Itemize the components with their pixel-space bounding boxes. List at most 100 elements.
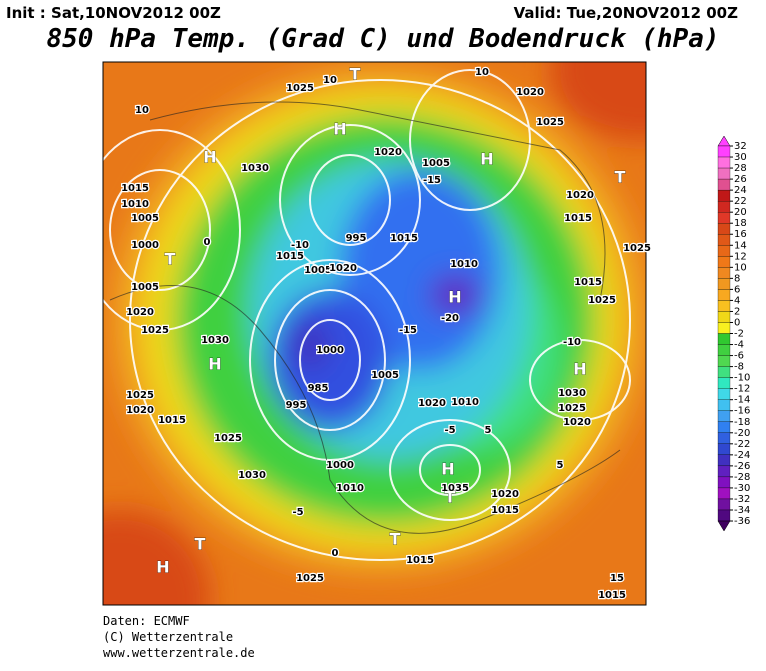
colorbar-label: -32 <box>734 494 750 505</box>
map-label: 1020 <box>563 417 591 428</box>
map-label: 5 <box>485 425 492 436</box>
colorbar-swatch <box>717 476 731 489</box>
colorbar-swatch <box>717 200 731 213</box>
map-label: H <box>156 558 169 577</box>
colorbar-label: -10 <box>734 373 750 384</box>
colorbar-label: 0 <box>734 317 740 328</box>
map-label: -15 <box>423 175 441 186</box>
colorbar-label: 22 <box>734 196 747 207</box>
map-label: 995 <box>346 233 367 244</box>
map-label: 15 <box>610 573 624 584</box>
map-label: 1015 <box>491 505 519 516</box>
map-label: 1000 <box>316 345 344 356</box>
colorbar-label: -34 <box>734 505 750 516</box>
colorbar-swatch <box>717 454 731 467</box>
map-label: H <box>208 355 221 374</box>
map-label: 1000 <box>326 460 354 471</box>
colorbar-label: -22 <box>734 439 750 450</box>
map-label: 1035 <box>441 483 469 494</box>
map-label: 1015 <box>121 183 149 194</box>
map-label: 1020 <box>566 190 594 201</box>
map-label: H <box>480 150 493 169</box>
map-label: 1005 <box>131 213 159 224</box>
colorbar-swatch <box>717 465 731 478</box>
colorbar-label: -6 <box>734 351 744 362</box>
map-label: H <box>441 460 454 479</box>
map-label: 985 <box>308 383 329 394</box>
map-label: 1020 <box>516 87 544 98</box>
temperature-field <box>103 62 646 605</box>
map-label: 1030 <box>238 470 266 481</box>
colorbar-swatch <box>717 399 731 411</box>
colorbar-label: -26 <box>734 461 750 472</box>
colorbar-swatch <box>717 289 731 301</box>
colorbar-bottom-arrow <box>717 520 731 532</box>
colorbar-swatch <box>717 178 731 191</box>
colorbar-swatch <box>717 300 731 312</box>
map-label: -15 <box>399 325 417 336</box>
footer-copyright: (C) Wetterzentrale <box>103 630 234 644</box>
map-label: 1025 <box>536 117 564 128</box>
colorbar-label: 16 <box>734 229 747 240</box>
colorbar-label: 2 <box>734 306 740 317</box>
colorbar-swatch <box>717 256 731 268</box>
map-label: 1030 <box>241 163 269 174</box>
colorbar-swatch <box>717 322 731 334</box>
map-label: 1025 <box>588 295 616 306</box>
colorbar-swatch <box>717 234 731 246</box>
map-label: 1020 <box>126 405 154 416</box>
map-label: H <box>333 120 346 139</box>
colorbar-swatch <box>717 245 731 257</box>
map-label: 1005 <box>131 282 159 293</box>
map-label: 1015 <box>574 277 602 288</box>
map-label: 1020 <box>374 147 402 158</box>
map-label: -10 <box>291 240 309 251</box>
colorbar-swatch <box>717 509 731 522</box>
colorbar-swatch <box>717 388 731 400</box>
colorbar-swatch <box>717 355 731 367</box>
map-label: 1025 <box>623 243 651 254</box>
colorbar-swatch <box>717 498 731 511</box>
colorbar-label: -36 <box>734 516 750 527</box>
colorbar-label: -20 <box>734 428 750 439</box>
colorbar-swatch <box>717 311 731 323</box>
map-label: 5 <box>557 460 564 471</box>
init-time: Init : Sat,10NOV2012 00Z <box>6 4 221 22</box>
colorbar-label: -8 <box>734 362 744 373</box>
map-label: T <box>350 65 361 84</box>
colorbar-swatch <box>717 443 731 455</box>
colorbar-swatch <box>717 145 731 158</box>
colorbar-swatch <box>717 167 731 180</box>
map-label: 1020 <box>126 307 154 318</box>
map-label: H <box>448 288 461 307</box>
map-label: -20 <box>441 313 459 324</box>
colorbar-label: 14 <box>734 240 747 251</box>
map-label: 1020 <box>418 398 446 409</box>
map-label: -5 <box>292 507 303 518</box>
map-label: 1010 <box>336 483 364 494</box>
colorbar-label: 8 <box>734 273 740 284</box>
map-label: 1015 <box>158 415 186 426</box>
map-label: 1005 <box>422 158 450 169</box>
map-label: 1015 <box>276 251 304 262</box>
colorbar-label: -2 <box>734 329 744 340</box>
colorbar-swatch <box>717 278 731 290</box>
colorbar-label: -12 <box>734 384 750 395</box>
colorbar-label: -24 <box>734 450 750 461</box>
map-label: T <box>445 488 456 507</box>
map-label: 1015 <box>598 590 626 601</box>
colorbar-swatch <box>717 410 731 422</box>
map-label: 1025 <box>214 433 242 444</box>
colorbar-swatch <box>717 212 731 224</box>
map-label: 1030 <box>201 335 229 346</box>
map-title: 850 hPa Temp. (Grad C) und Bodendruck (h… <box>46 24 720 54</box>
map-label: T <box>390 530 401 549</box>
colorbar-label: 30 <box>734 152 747 163</box>
colorbar-label: -30 <box>734 483 750 494</box>
map-label: 0 <box>332 548 339 559</box>
colorbar-label: 4 <box>734 295 740 306</box>
map-label: 1015 <box>390 233 418 244</box>
map-label: H <box>203 148 216 167</box>
